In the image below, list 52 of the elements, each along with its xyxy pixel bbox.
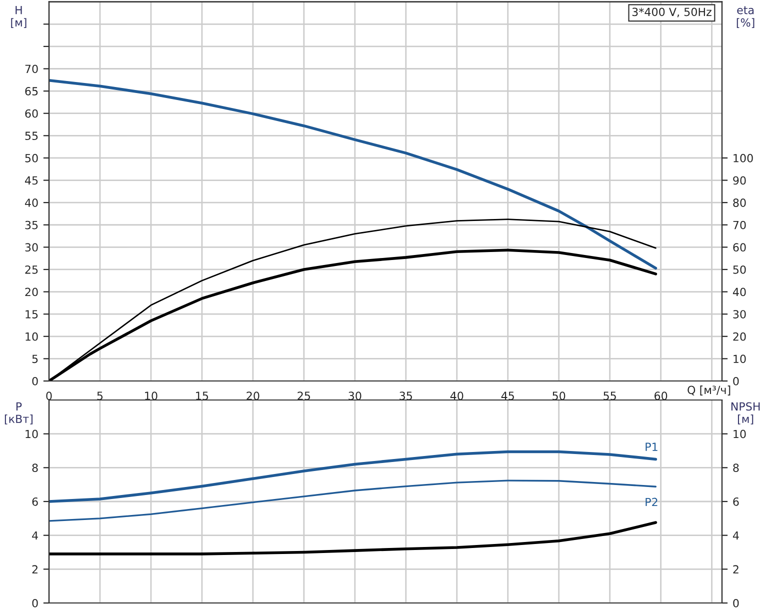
y-axis-title: H [м] [11,6,26,28]
y-tick-label: 20 [25,288,38,296]
y2-tick-label: 60 [733,243,746,252]
y2-tick-label: 2 [733,565,738,574]
y2-tick-label: 80 [733,198,746,207]
y-tick-label: 10 [26,332,38,341]
line-series [49,521,658,556]
y2-tick-label: 10 [734,354,746,364]
y-tick-label: 45 [24,176,38,185]
y2-tick-label: 20 [733,332,746,341]
y-tick-label: 25 [25,265,38,274]
y2-tick-label: 100 [734,154,753,162]
x-tick-label: 40 [450,392,464,400]
y-tick-label: 50 [25,154,38,162]
x-tick-label: 0 [46,392,52,400]
x-tick-label: 45 [501,392,514,400]
series-label: P2 [646,498,658,506]
y2-tick-label: 30 [733,310,746,318]
y2-tick-label: 0 [733,376,739,386]
y2-tick-label: 6 [733,497,739,506]
y2-tick-label: 4 [732,531,739,540]
y-tick-label: 8 [32,464,38,472]
y-axis-title: P [кВт] [4,402,32,424]
line-series [49,480,657,522]
y2-tick-label: 50 [733,265,746,274]
y-tick-label: 70 [25,64,38,74]
y-tick-label: 10 [26,430,38,438]
y-tick-label: 5 [32,354,38,364]
y2-axis-title: NPSH [м] [731,402,760,424]
y2-tick-label: 0 [733,598,739,608]
y-tick-label: 6 [32,497,38,506]
y-tick-label: 15 [26,310,38,318]
y2-tick-label: 10 [734,430,746,438]
x-axis-title: Q [м³/ч] [688,386,730,396]
series-label: P1 [646,442,658,451]
y-tick-label: 35 [25,220,38,230]
line-series [49,78,658,270]
y2-tick-label: 8 [733,464,739,472]
y-tick-label: 0 [32,376,38,386]
y-tick-label: 40 [24,198,38,207]
y-tick-label: 2 [32,565,38,574]
y2-tick-label: 40 [732,288,746,296]
y2-axis-title: eta [%] [736,6,754,28]
y-tick-label: 60 [25,109,38,118]
y-tick-label: 0 [32,598,38,608]
annotation: 3*400 V, 50Hz [632,8,712,18]
y2-tick-label: 90 [733,176,746,185]
y-tick-label: 4 [32,531,38,540]
y-tick-label: 55 [25,132,38,140]
y-tick-label: 30 [25,243,38,252]
y2-tick-label: 70 [733,220,746,230]
y-tick-label: 65 [25,87,38,96]
